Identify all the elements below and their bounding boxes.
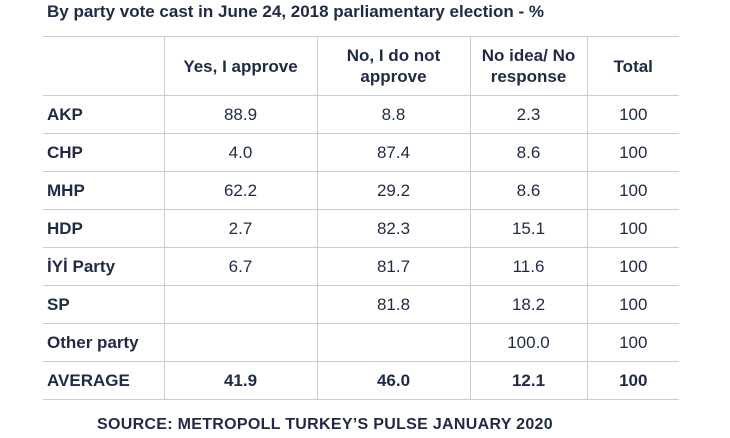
cell-yes: 4.0 <box>163 133 318 172</box>
row-label: MHP <box>43 171 165 210</box>
table-row: MHP 62.2 29.2 8.6 100 <box>43 171 679 210</box>
cell-no: 82.3 <box>316 209 471 248</box>
row-label: İYİ Party <box>43 247 165 286</box>
cell-no-idea: 100.0 <box>469 323 588 362</box>
cell-yes: 6.7 <box>163 247 318 286</box>
cell-no-idea: 12.1 <box>469 361 588 400</box>
cell-no: 46.0 <box>316 361 471 400</box>
source-note: SOURCE: METROPOLL TURKEY’S PULSE JANUARY… <box>97 416 553 433</box>
cell-no: 87.4 <box>316 133 471 172</box>
table-row: CHP 4.0 87.4 8.6 100 <box>43 133 679 172</box>
cell-no: 81.7 <box>316 247 471 286</box>
table-row: İYİ Party 6.7 81.7 11.6 100 <box>43 247 679 286</box>
approval-table: Yes, I approve No, I do not approve No i… <box>43 36 679 400</box>
cell-total: 100 <box>586 285 679 324</box>
cell-yes <box>163 285 318 324</box>
cell-no-idea: 8.6 <box>469 133 588 172</box>
cell-total: 100 <box>586 133 679 172</box>
header-cell-no: No, I do not approve <box>316 36 471 96</box>
header-cell-no-idea: No idea/ No response <box>469 36 588 96</box>
cell-yes: 41.9 <box>163 361 318 400</box>
header-cell-yes: Yes, I approve <box>163 36 318 96</box>
header-row: Yes, I approve No, I do not approve No i… <box>43 36 679 96</box>
cell-total: 100 <box>586 247 679 286</box>
table-row: HDP 2.7 82.3 15.1 100 <box>43 209 679 248</box>
table-title: By party vote cast in June 24, 2018 parl… <box>47 2 544 21</box>
cell-no-idea: 8.6 <box>469 171 588 210</box>
average-row: AVERAGE 41.9 46.0 12.1 100 <box>43 361 679 400</box>
cell-total: 100 <box>586 323 679 362</box>
row-label: HDP <box>43 209 165 248</box>
cell-no-idea: 15.1 <box>469 209 588 248</box>
cell-no-idea: 11.6 <box>469 247 588 286</box>
row-label: AVERAGE <box>43 361 165 400</box>
cell-no: 29.2 <box>316 171 471 210</box>
cell-no-idea: 18.2 <box>469 285 588 324</box>
row-label: Other party <box>43 323 165 362</box>
table-row: AKP 88.9 8.8 2.3 100 <box>43 95 679 134</box>
row-label: AKP <box>43 95 165 134</box>
cell-no-idea: 2.3 <box>469 95 588 134</box>
cell-total: 100 <box>586 171 679 210</box>
row-label: SP <box>43 285 165 324</box>
cell-no <box>316 323 471 362</box>
table-row: SP 81.8 18.2 100 <box>43 285 679 324</box>
header-cell-total: Total <box>586 36 679 96</box>
cell-yes: 62.2 <box>163 171 318 210</box>
cell-yes <box>163 323 318 362</box>
table-row: Other party 100.0 100 <box>43 323 679 362</box>
cell-yes: 88.9 <box>163 95 318 134</box>
row-label: CHP <box>43 133 165 172</box>
cell-yes: 2.7 <box>163 209 318 248</box>
cell-total: 100 <box>586 209 679 248</box>
cell-no: 8.8 <box>316 95 471 134</box>
cell-total: 100 <box>586 361 679 400</box>
cell-total: 100 <box>586 95 679 134</box>
cell-no: 81.8 <box>316 285 471 324</box>
header-cell-blank <box>43 36 165 96</box>
